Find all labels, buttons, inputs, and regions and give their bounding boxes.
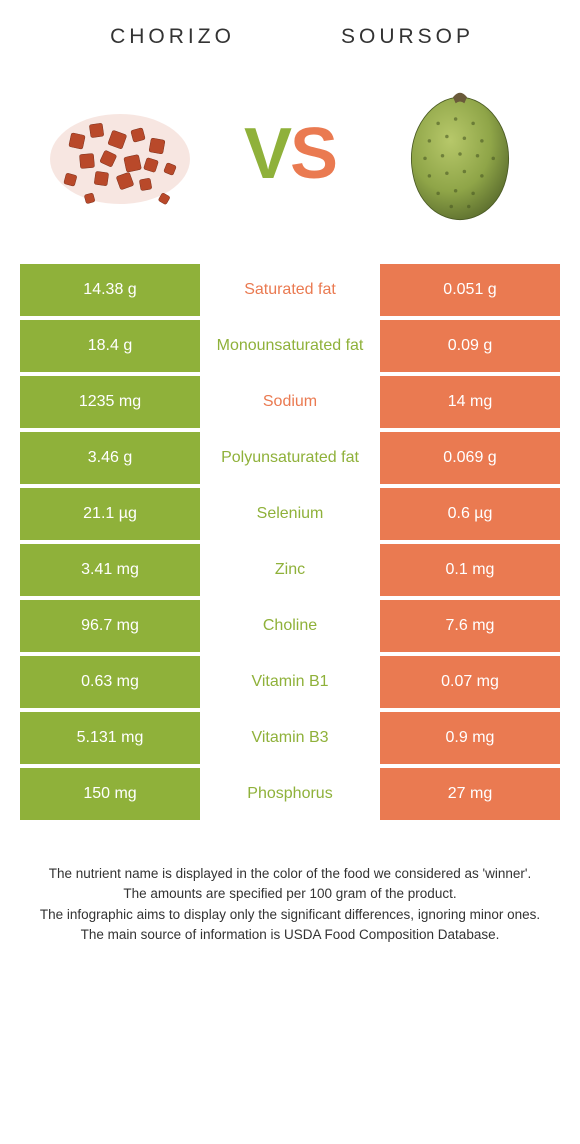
- vs-s: S: [290, 118, 336, 190]
- nutrient-label: Sodium: [200, 376, 380, 428]
- table-row: 21.1 µgSelenium0.6 µg: [20, 488, 560, 540]
- vs-label: VS: [244, 118, 336, 190]
- right-value: 0.6 µg: [380, 488, 560, 540]
- right-food-title: SOURSOP: [290, 25, 525, 49]
- right-value: 0.051 g: [380, 264, 560, 316]
- left-value: 1235 mg: [20, 376, 200, 428]
- left-value: 0.63 mg: [20, 656, 200, 708]
- left-value: 14.38 g: [20, 264, 200, 316]
- left-value: 3.46 g: [20, 432, 200, 484]
- nutrient-label: Vitamin B3: [200, 712, 380, 764]
- right-value: 27 mg: [380, 768, 560, 820]
- footnote-line: The nutrient name is displayed in the co…: [30, 864, 550, 884]
- footnote-line: The amounts are specified per 100 gram o…: [30, 884, 550, 904]
- right-value: 0.1 mg: [380, 544, 560, 596]
- hero: VS: [0, 49, 580, 264]
- left-value: 21.1 µg: [20, 488, 200, 540]
- footnote-line: The main source of information is USDA F…: [30, 925, 550, 945]
- right-value: 0.9 mg: [380, 712, 560, 764]
- right-value: 0.07 mg: [380, 656, 560, 708]
- table-row: 150 mgPhosphorus27 mg: [20, 768, 560, 820]
- table-row: 0.63 mgVitamin B10.07 mg: [20, 656, 560, 708]
- nutrient-label: Vitamin B1: [200, 656, 380, 708]
- left-value: 3.41 mg: [20, 544, 200, 596]
- table-row: 1235 mgSodium14 mg: [20, 376, 560, 428]
- left-value: 150 mg: [20, 768, 200, 820]
- right-value: 0.09 g: [380, 320, 560, 372]
- nutrient-label: Zinc: [200, 544, 380, 596]
- left-value: 18.4 g: [20, 320, 200, 372]
- footnote-line: The infographic aims to display only the…: [30, 905, 550, 925]
- nutrient-label: Polyunsaturated fat: [200, 432, 380, 484]
- right-value: 0.069 g: [380, 432, 560, 484]
- table-row: 14.38 gSaturated fat0.051 g: [20, 264, 560, 316]
- table-row: 3.46 gPolyunsaturated fat0.069 g: [20, 432, 560, 484]
- chorizo-image: [40, 74, 200, 234]
- nutrient-label: Monounsaturated fat: [200, 320, 380, 372]
- vs-v: V: [244, 118, 290, 190]
- footnotes: The nutrient name is displayed in the co…: [0, 824, 580, 945]
- table-row: 18.4 gMonounsaturated fat0.09 g: [20, 320, 560, 372]
- nutrient-label: Phosphorus: [200, 768, 380, 820]
- table-row: 3.41 mgZinc0.1 mg: [20, 544, 560, 596]
- right-value: 7.6 mg: [380, 600, 560, 652]
- left-value: 5.131 mg: [20, 712, 200, 764]
- left-food-title: CHORIZO: [55, 25, 290, 49]
- soursop-image: [380, 74, 540, 234]
- nutrition-table: 14.38 gSaturated fat0.051 g18.4 gMonouns…: [0, 264, 580, 820]
- nutrient-label: Saturated fat: [200, 264, 380, 316]
- nutrient-label: Selenium: [200, 488, 380, 540]
- left-value: 96.7 mg: [20, 600, 200, 652]
- table-row: 96.7 mgCholine7.6 mg: [20, 600, 560, 652]
- right-value: 14 mg: [380, 376, 560, 428]
- header: CHORIZO SOURSOP: [0, 0, 580, 49]
- table-row: 5.131 mgVitamin B30.9 mg: [20, 712, 560, 764]
- nutrient-label: Choline: [200, 600, 380, 652]
